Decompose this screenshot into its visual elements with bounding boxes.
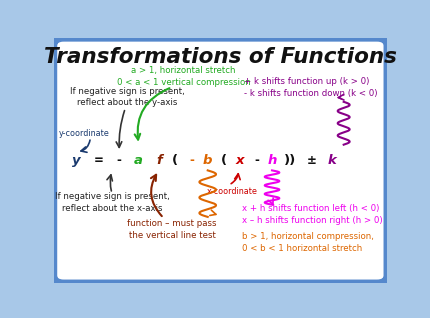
Text: )): )): [284, 154, 296, 167]
Text: f: f: [156, 154, 162, 167]
Text: ±: ±: [307, 154, 317, 167]
Text: x-coordinate: x-coordinate: [206, 187, 258, 196]
Text: a > 1, horizontal stretch
0 < a < 1 vertical compression: a > 1, horizontal stretch 0 < a < 1 vert…: [117, 66, 251, 86]
Text: k: k: [328, 154, 336, 167]
Text: x + h shifts function left (h < 0)
x – h shifts function right (h > 0): x + h shifts function left (h < 0) x – h…: [242, 204, 383, 225]
Text: y-coordinate: y-coordinate: [58, 129, 109, 138]
Text: (: (: [221, 154, 227, 167]
Text: If negative sign is present,
reflect about the y-axis: If negative sign is present, reflect abo…: [70, 86, 184, 107]
Text: (: (: [172, 154, 178, 167]
FancyBboxPatch shape: [54, 38, 387, 283]
Text: b: b: [203, 154, 212, 167]
Text: Transformations of Functions: Transformations of Functions: [44, 46, 397, 66]
Text: If negative sign is present,
reflect about the x-axis: If negative sign is present, reflect abo…: [55, 192, 169, 213]
Text: -: -: [190, 154, 194, 167]
Text: x: x: [236, 154, 244, 167]
Text: -: -: [254, 154, 259, 167]
Text: + k shifts function up (k > 0)
- k shifts function down (k < 0): + k shifts function up (k > 0) - k shift…: [244, 77, 377, 98]
Text: y: y: [72, 154, 81, 167]
Text: a: a: [134, 154, 143, 167]
Text: h: h: [267, 154, 277, 167]
Text: b > 1, horizontal compression,
0 < b < 1 horizontal stretch: b > 1, horizontal compression, 0 < b < 1…: [242, 232, 374, 253]
Text: -: -: [116, 154, 121, 167]
Text: function – must pass
the vertical line test: function – must pass the vertical line t…: [127, 219, 217, 239]
Text: =: =: [94, 154, 104, 167]
